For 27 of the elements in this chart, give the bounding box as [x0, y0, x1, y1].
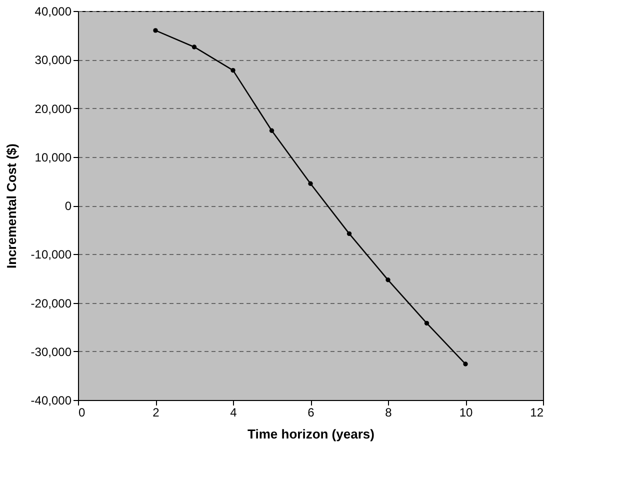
y-tick-label: -20,000: [30, 296, 72, 310]
x-tick-label: 6: [308, 406, 315, 420]
y-tick-label: 0: [64, 199, 72, 213]
x-tick-label: 10: [459, 406, 473, 420]
x-tick-label: 0: [78, 406, 86, 420]
point: [192, 44, 197, 50]
y-tick-label: 40,000: [34, 4, 72, 18]
y-tick-label: -10,000: [30, 248, 72, 262]
point: [153, 28, 158, 33]
y-tick-label: 20,000: [34, 102, 72, 116]
y-tick-label: 30,000: [34, 53, 72, 68]
x-axis-title: Time horizon (years): [248, 426, 374, 442]
point: [308, 181, 313, 186]
y-axis-title: Incremental Cost ($): [4, 144, 19, 268]
x-tick-label: 4: [230, 406, 238, 420]
point: [463, 362, 468, 366]
y-tick-label: 10,000: [34, 150, 72, 164]
x-tick-label: 2: [152, 406, 160, 420]
point: [386, 278, 390, 282]
x-tick-label: 8: [385, 406, 392, 420]
y-tick-label: -30,000: [30, 344, 72, 359]
point: [230, 68, 236, 73]
point: [269, 128, 274, 133]
y-tick-label: -40,000: [30, 394, 72, 408]
point: [346, 231, 352, 236]
point: [424, 320, 430, 326]
x-tick-label: 12: [530, 406, 544, 420]
